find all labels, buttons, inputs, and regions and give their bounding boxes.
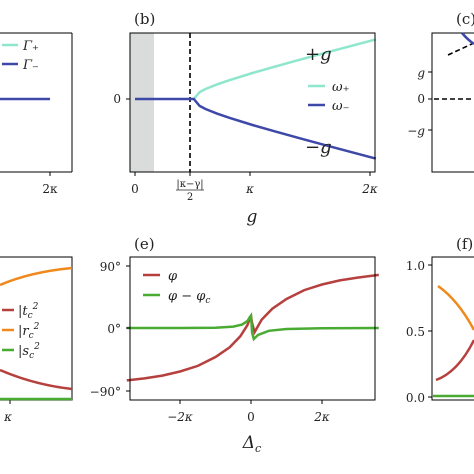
panel-b-legend-label-omega-plus: ω₊ <box>332 80 349 95</box>
panel-b-frame <box>129 32 376 173</box>
panel-e-ytick-label-0: 90° <box>100 260 121 274</box>
panel-a: 2κ Γ₊ Γ₋ <box>0 32 73 196</box>
panel-e-legend-label-phi-diff: φ − φc <box>168 289 210 306</box>
panel-c: (c) g 0 −g <box>407 10 474 173</box>
panel-c-dashed-diagonal-line <box>447 42 474 56</box>
panel-f-frame <box>431 256 474 401</box>
panel-c-ytick-label-0: g <box>417 66 425 80</box>
panel-e-ytick-label-1: 0° <box>107 322 121 336</box>
panel-f-ytick-label-1: 0.5 <box>406 325 425 339</box>
panel-d-series-r-orange <box>0 266 73 287</box>
panel-f-series-orange <box>437 284 474 331</box>
panel-b-series-omega-minus <box>135 97 377 160</box>
panel-c-title: (c) <box>456 10 474 28</box>
panel-d-xtick-label: κ <box>3 410 12 424</box>
panel-c-ytick-label-1: 0 <box>417 92 425 106</box>
panel-b-shaded-region <box>130 33 154 172</box>
panel-e-ytick-label-2: −90° <box>90 385 121 399</box>
panel-b-xlabel: g <box>247 207 258 227</box>
panel-b-xtick-label-1-denominator: 2 <box>187 192 193 203</box>
panel-b: (b) 0 0 |κ−γ| 2 κ 2κ g +g −g ω₊ ω₋ <box>113 10 378 227</box>
panel-b-title: (b) <box>134 10 155 28</box>
panel-d-legend-label-s: |sc2 <box>18 342 40 361</box>
panel-e-series-phi-minus-phic <box>126 312 379 342</box>
panel-b-annotation-plus-g: +g <box>305 44 332 65</box>
panel-b-legend-label-omega-minus: ω₋ <box>332 99 349 114</box>
panel-b-xtick-label-3: 2κ <box>361 182 378 196</box>
panel-d: κ |tc2 |rc2 |sc2 <box>0 256 73 424</box>
panel-d-legend-label-r: |rc2 <box>18 322 40 341</box>
panel-f-ytick-label-2: 0.0 <box>406 391 425 405</box>
panel-e-xtick-label-0: −2κ <box>167 410 193 424</box>
panel-d-series-t-red <box>0 368 73 391</box>
panel-f-ytick-label-0: 1.0 <box>406 259 425 273</box>
panel-a-xtick-label: 2κ <box>42 182 58 196</box>
panel-b-xtick-label-1-numerator: |κ−γ| <box>176 179 203 190</box>
panel-e-title: (e) <box>134 235 155 253</box>
panel-e-legend-label-phi: φ <box>168 269 178 284</box>
panel-e-xtick-label-2: 2κ <box>313 410 330 424</box>
panel-a-legend-label-gamma-minus: Γ₋ <box>22 58 39 73</box>
panel-e: (e) 90° 0° −90° −2κ 0 2κ Δc φ φ − φc <box>90 235 379 455</box>
panel-e-xtick-label-1: 0 <box>247 410 255 424</box>
panel-b-series-omega-plus <box>192 38 377 100</box>
panel-b-xtick-label-0: 0 <box>131 182 139 196</box>
panel-f: (f) 1.0 0.5 0.0 <box>406 235 474 405</box>
panel-c-frame <box>431 32 474 173</box>
panel-b-annotation-minus-g: −g <box>305 137 332 158</box>
panel-b-xtick-label-2: κ <box>245 182 254 196</box>
panel-b-ytick-label: 0 <box>113 92 121 106</box>
panel-a-legend-label-gamma-plus: Γ₊ <box>22 39 39 54</box>
panel-f-title: (f) <box>456 235 473 253</box>
panel-e-xlabel: Δc <box>242 433 261 455</box>
panel-f-series-red <box>435 339 474 382</box>
panel-c-ytick-label-2: −g <box>407 124 425 138</box>
panel-d-legend-label-t: |tc2 <box>18 302 39 321</box>
panel-c-series-curve <box>461 32 474 46</box>
